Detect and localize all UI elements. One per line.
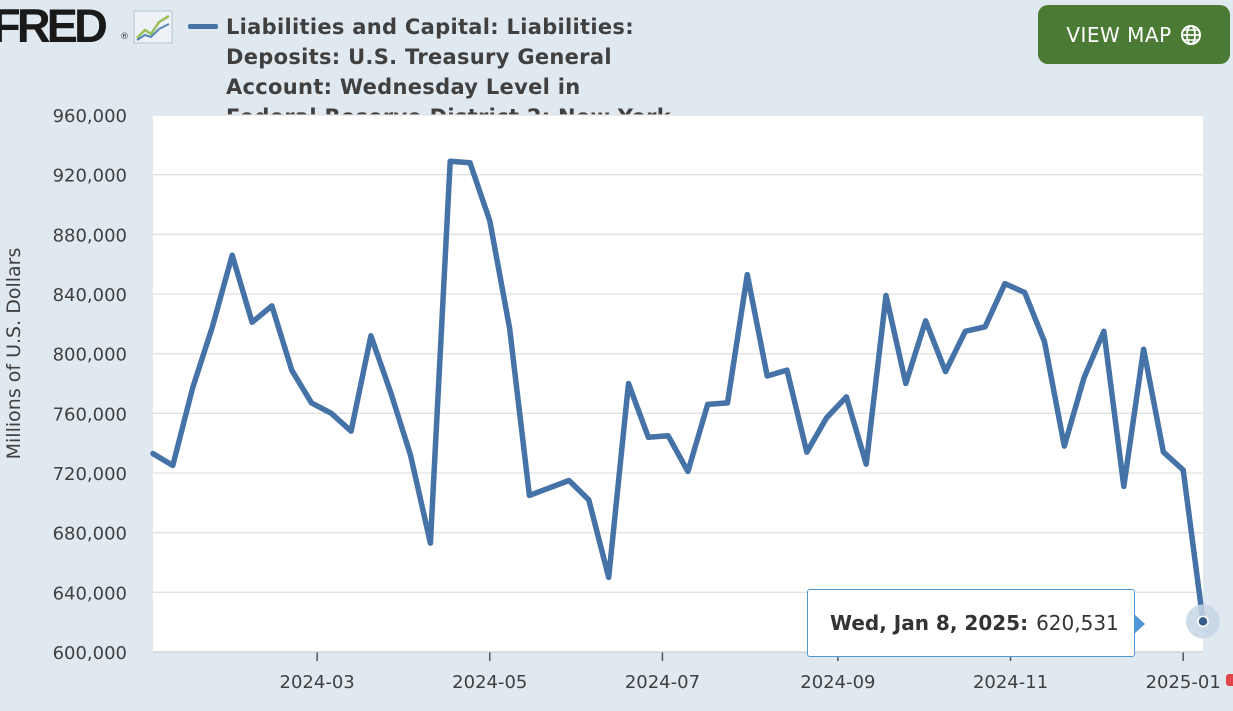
trend-chart-icon <box>133 10 173 44</box>
fred-logo-text: FRED <box>0 0 108 52</box>
x-tick-label: 2025-01 <box>1146 672 1221 693</box>
y-tick-label: 680,000 <box>53 524 127 545</box>
x-tick-label: 2024-07 <box>625 672 700 693</box>
tooltip-value: 620,531 <box>1036 611 1119 635</box>
highlight-point <box>1197 615 1209 628</box>
registered-mark: ® <box>120 32 129 42</box>
legend-series-swatch <box>188 24 218 29</box>
x-tick-label: 2024-03 <box>280 672 355 693</box>
view-map-button[interactable]: VIEW MAP <box>1038 5 1230 64</box>
y-tick-label: 640,000 <box>53 583 127 604</box>
tooltip-date: Wed, Jan 8, 2025: <box>830 611 1029 635</box>
x-tick-label: 2024-05 <box>452 672 527 693</box>
y-tick-label: 920,000 <box>53 166 127 187</box>
y-tick-label: 600,000 <box>53 643 127 664</box>
fred-logo[interactable]: FRED <box>0 0 108 52</box>
data-tooltip: Wed, Jan 8, 2025: 620,531 <box>807 589 1145 657</box>
y-tick-label: 840,000 <box>53 285 127 306</box>
plot-area <box>153 115 1203 652</box>
y-axis-label: Millions of U.S. Dollars <box>3 248 25 460</box>
edge-close-tab[interactable] <box>1226 674 1233 686</box>
y-tick-label: 800,000 <box>53 345 127 366</box>
x-tick-label: 2024-11 <box>973 672 1048 693</box>
y-tick-label: 720,000 <box>53 464 127 485</box>
series-line <box>150 158 1206 625</box>
y-tick-label: 880,000 <box>53 225 127 246</box>
y-tick-label: 960,000 <box>53 106 127 127</box>
view-map-label: VIEW MAP <box>1066 22 1172 47</box>
y-tick-label: 760,000 <box>53 404 127 425</box>
globe-icon <box>1180 24 1201 45</box>
x-tick-label: 2024-09 <box>800 672 875 693</box>
